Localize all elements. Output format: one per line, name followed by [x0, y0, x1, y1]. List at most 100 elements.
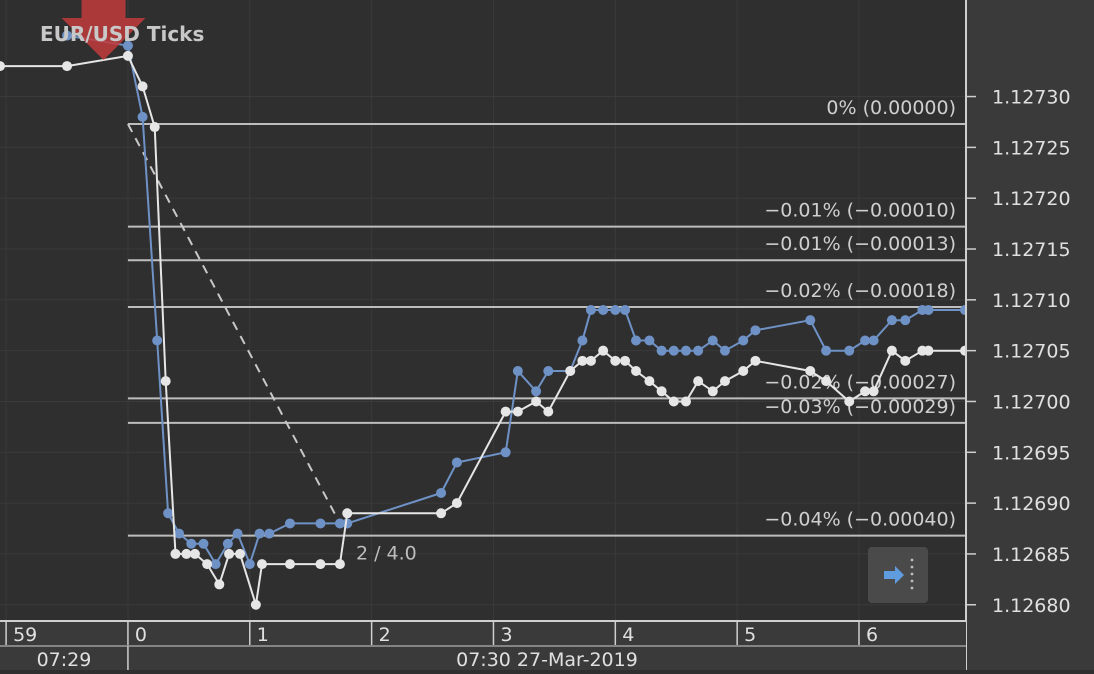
bid-point — [631, 365, 642, 376]
ask-point — [610, 305, 621, 315]
jump-to-latest-button[interactable] — [868, 547, 928, 603]
ask-point — [284, 518, 295, 529]
trendline-group[interactable]: 2 / 4.0 — [127, 123, 417, 564]
y-tick-label: 1.12715 — [992, 239, 1071, 261]
bid-point — [149, 122, 160, 133]
y-tick-label: 1.12685 — [992, 544, 1071, 566]
trendline[interactable] — [127, 123, 341, 524]
bid-point — [644, 376, 655, 387]
ask-point — [577, 335, 588, 346]
fib-level-label: −0.04% (−0.00040) — [764, 509, 956, 531]
bid-point — [680, 396, 691, 407]
bid-point — [668, 396, 679, 407]
bid-point — [214, 579, 225, 590]
x-tick-label: 0 — [135, 624, 147, 646]
ask-point — [174, 528, 185, 539]
bid-point — [284, 559, 295, 570]
bid-point — [334, 559, 345, 570]
x-tick-label: 6 — [866, 624, 878, 646]
y-tick-label: 1.12720 — [992, 188, 1071, 210]
ask-point — [680, 345, 691, 356]
ask-point — [163, 508, 174, 519]
bid-point — [707, 386, 718, 397]
ask-point — [693, 345, 704, 356]
marker-group — [61, 0, 146, 60]
bid-point — [189, 548, 200, 559]
ask-point — [719, 345, 730, 356]
ask-point — [543, 365, 554, 376]
ask-point — [644, 335, 655, 346]
ask-point — [860, 335, 871, 346]
ask-point — [631, 335, 642, 346]
ask-point — [598, 305, 609, 315]
fibonacci-levels[interactable]: 0% (0.00000) −0.01% (−0.00010) −0.01% (−0.… — [127, 97, 965, 537]
bid-point — [844, 396, 855, 407]
y-tick-label: 1.12725 — [992, 137, 1071, 159]
ask-point — [620, 305, 631, 315]
ask-point — [451, 457, 462, 468]
chart-title: EUR/USD Ticks — [40, 22, 204, 46]
bid-point — [202, 559, 213, 570]
ask-point — [152, 335, 163, 346]
ask-point — [738, 335, 749, 346]
sell-arrow-icon — [61, 0, 146, 60]
ask-point — [750, 325, 761, 336]
bid-point — [137, 81, 148, 92]
bid-point — [500, 406, 511, 417]
x-tick-label: 4 — [622, 624, 634, 646]
bid-point — [598, 345, 609, 356]
ask-point — [886, 315, 897, 326]
ask-point — [531, 386, 542, 397]
y-tick-label: 1.12695 — [992, 442, 1071, 464]
bid-point — [693, 376, 704, 387]
x-tick-label: 2 — [379, 624, 391, 646]
x-tick-label: 5 — [744, 624, 756, 646]
ask-point — [512, 365, 523, 376]
ask-point — [137, 111, 148, 122]
bid-point — [160, 376, 171, 387]
ask-point — [500, 447, 511, 458]
bid-point — [860, 386, 871, 397]
time-label-current: 07:30 27-Mar-2019 — [456, 649, 638, 670]
bid-point — [235, 548, 246, 559]
ask-point — [805, 315, 816, 326]
bid-point — [181, 548, 192, 559]
ask-point — [244, 559, 255, 570]
ask-point — [656, 345, 667, 356]
ask-point — [210, 559, 221, 570]
bid-point — [738, 365, 749, 376]
fib-level-label: −0.02% (−0.00018) — [764, 280, 956, 302]
ask-point — [222, 538, 233, 549]
ask-point — [232, 528, 243, 539]
fib-level-label: −0.02% (−0.00027) — [764, 371, 956, 393]
bid-point — [122, 50, 133, 61]
bid-point — [923, 345, 934, 356]
bid-point — [531, 396, 542, 407]
jump-to-latest-icon — [884, 558, 914, 590]
fib-level-label: 0% (0.00000) — [826, 97, 956, 119]
bid-point — [342, 508, 353, 519]
ask-point — [844, 345, 855, 356]
bid-point — [451, 498, 462, 509]
bid-point — [577, 355, 588, 366]
bid-point — [868, 386, 879, 397]
ask-point — [868, 335, 879, 346]
bid-point — [750, 355, 761, 366]
bid-point — [610, 355, 621, 366]
ask-point — [186, 538, 197, 549]
ask-point — [923, 305, 934, 315]
bid-point — [543, 406, 554, 417]
fib-level-label: −0.01% (−0.00013) — [764, 233, 956, 255]
x-tick-label: 59 — [13, 624, 37, 646]
ask-point — [585, 305, 596, 315]
ask-point — [264, 528, 275, 539]
ask-point — [821, 345, 832, 356]
bid-point — [565, 365, 576, 376]
y-tick-label: 1.12705 — [992, 341, 1071, 363]
bid-point — [224, 548, 235, 559]
price-axis[interactable] — [966, 0, 1094, 670]
bid-point — [585, 355, 596, 366]
bid-point — [436, 508, 447, 519]
